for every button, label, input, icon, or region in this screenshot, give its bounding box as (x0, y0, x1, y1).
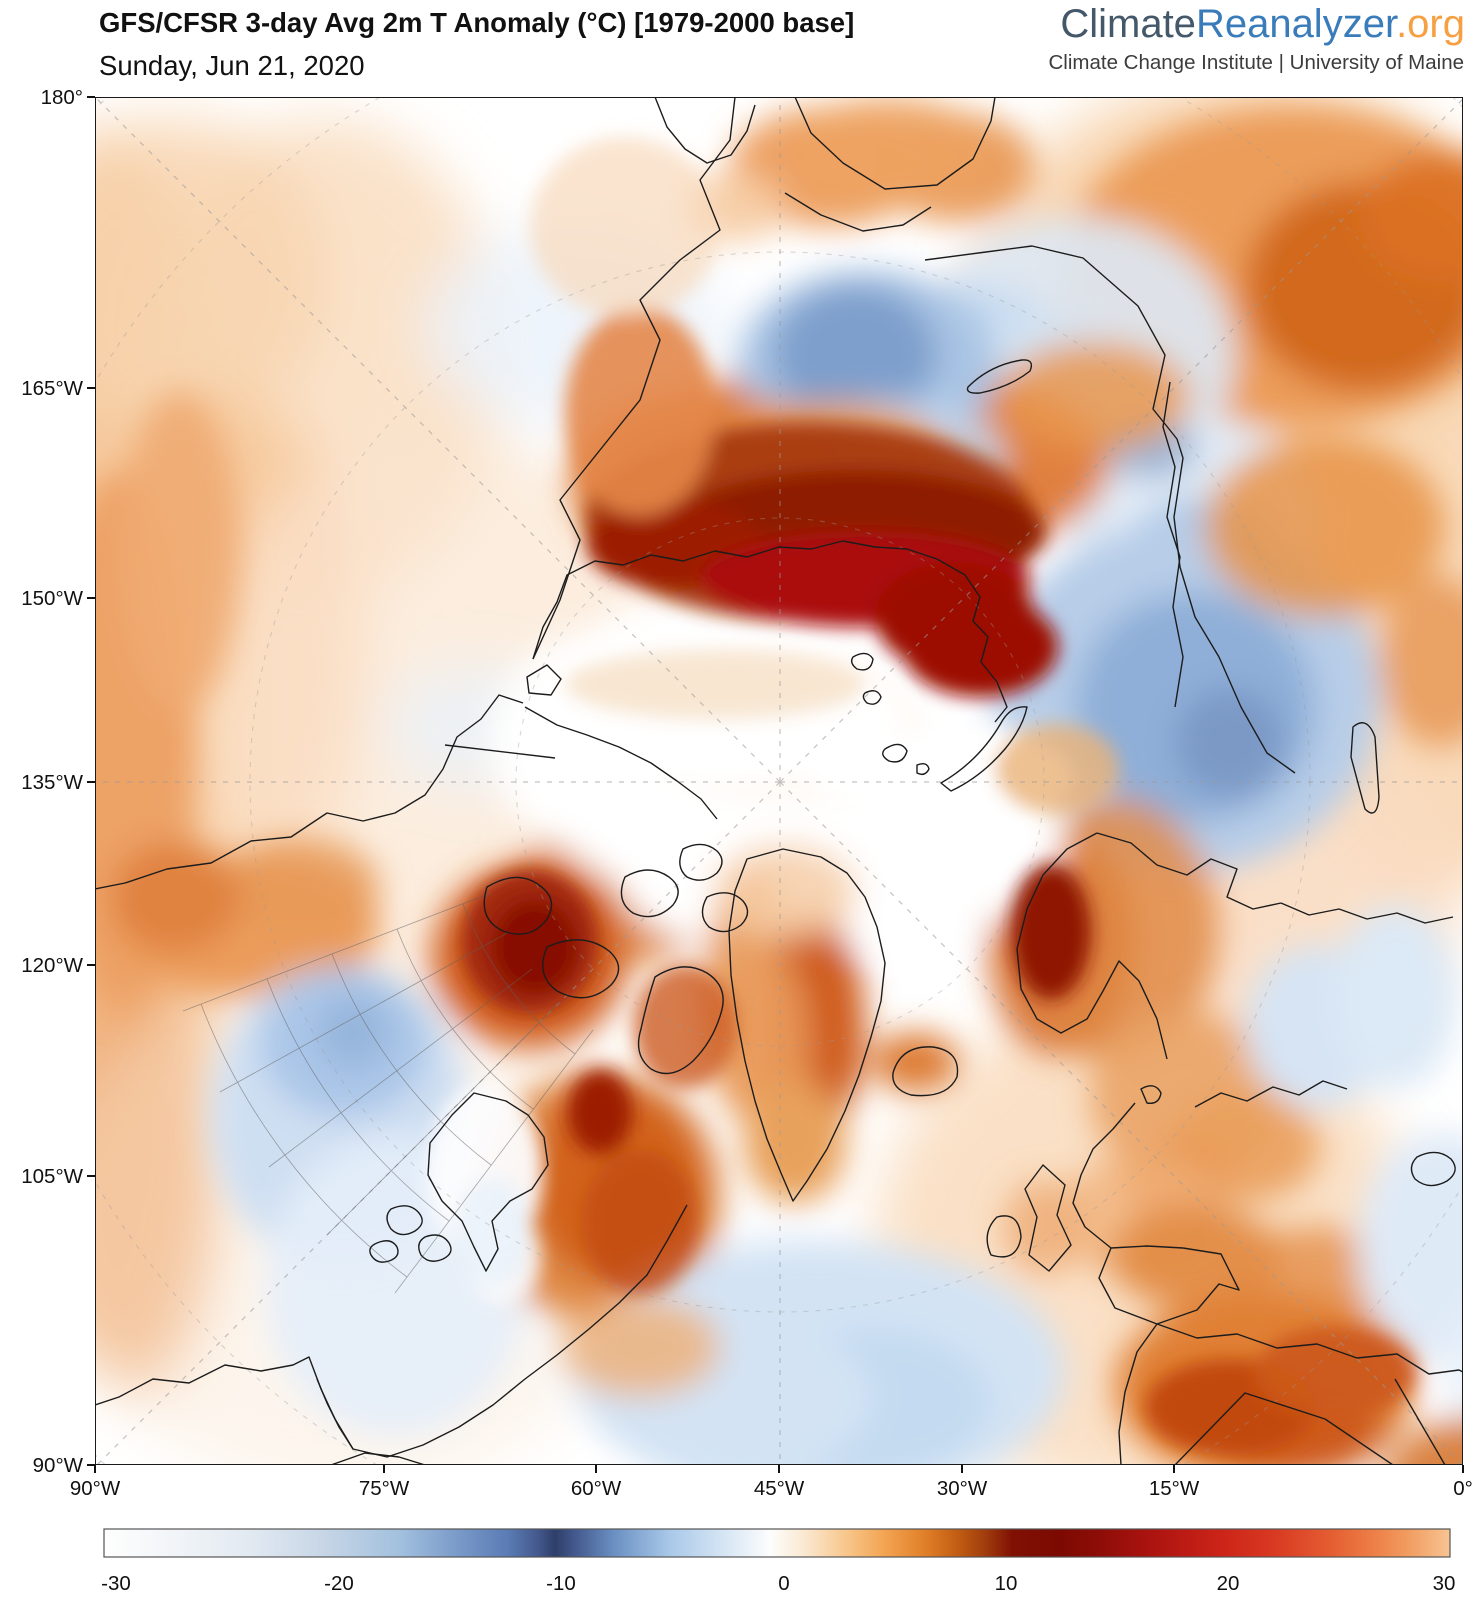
svg-text:90°W: 90°W (33, 1454, 84, 1477)
svg-text:10: 10 (995, 1572, 1018, 1595)
svg-text:180°: 180° (41, 86, 83, 109)
svg-text:135°W: 135°W (21, 771, 83, 794)
svg-text:105°W: 105°W (21, 1165, 83, 1188)
svg-text:0: 0 (778, 1572, 789, 1595)
svg-text:90°W: 90°W (70, 1477, 121, 1500)
svg-text:15°W: 15°W (1149, 1477, 1200, 1500)
svg-text:150°W: 150°W (21, 587, 83, 610)
svg-text:20: 20 (1217, 1572, 1240, 1595)
svg-text:120°W: 120°W (21, 954, 83, 977)
svg-text:45°W: 45°W (754, 1477, 805, 1500)
svg-text:-10: -10 (546, 1572, 576, 1595)
svg-text:30°W: 30°W (937, 1477, 988, 1500)
svg-text:-20: -20 (324, 1572, 354, 1595)
svg-text:30: 30 (1433, 1572, 1456, 1595)
svg-text:75°W: 75°W (359, 1477, 410, 1500)
svg-text:0°: 0° (1453, 1477, 1473, 1500)
svg-text:60°W: 60°W (571, 1477, 622, 1500)
svg-text:-30: -30 (101, 1572, 131, 1595)
svg-text:165°W: 165°W (21, 377, 83, 400)
